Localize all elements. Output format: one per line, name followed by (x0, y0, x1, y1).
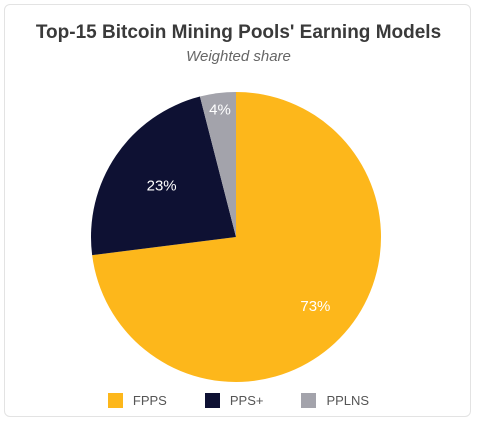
pie-label-pplns: 4% (209, 101, 231, 118)
legend-item-pplns: PPLNS (301, 393, 369, 408)
chart-subtitle: Weighted share (186, 48, 291, 65)
legend-item-fpps: FPPS (107, 393, 167, 408)
pie-label-fpps: 73% (300, 298, 330, 315)
pie-label-pps-plus: 23% (147, 177, 177, 194)
legend-swatch-fpps (107, 393, 123, 408)
pie-slice-fpps (92, 92, 381, 382)
legend-item-pps-plus: PPS+ (204, 393, 264, 408)
chart-legend: FPPS PPS+ PPLNS (0, 393, 477, 408)
legend-swatch-pplns (301, 393, 317, 408)
legend-label-fpps: FPPS (132, 393, 167, 408)
legend-label-pplns: PPLNS (326, 393, 370, 408)
chart-title: Top-15 Bitcoin Mining Pools' Earning Mod… (35, 22, 442, 43)
pie-slice-pps-plus (91, 96, 236, 256)
pie-slice-pplns (199, 92, 236, 237)
legend-swatch-pps-plus (204, 393, 220, 408)
legend-label-pps-plus: PPS+ (229, 393, 264, 408)
